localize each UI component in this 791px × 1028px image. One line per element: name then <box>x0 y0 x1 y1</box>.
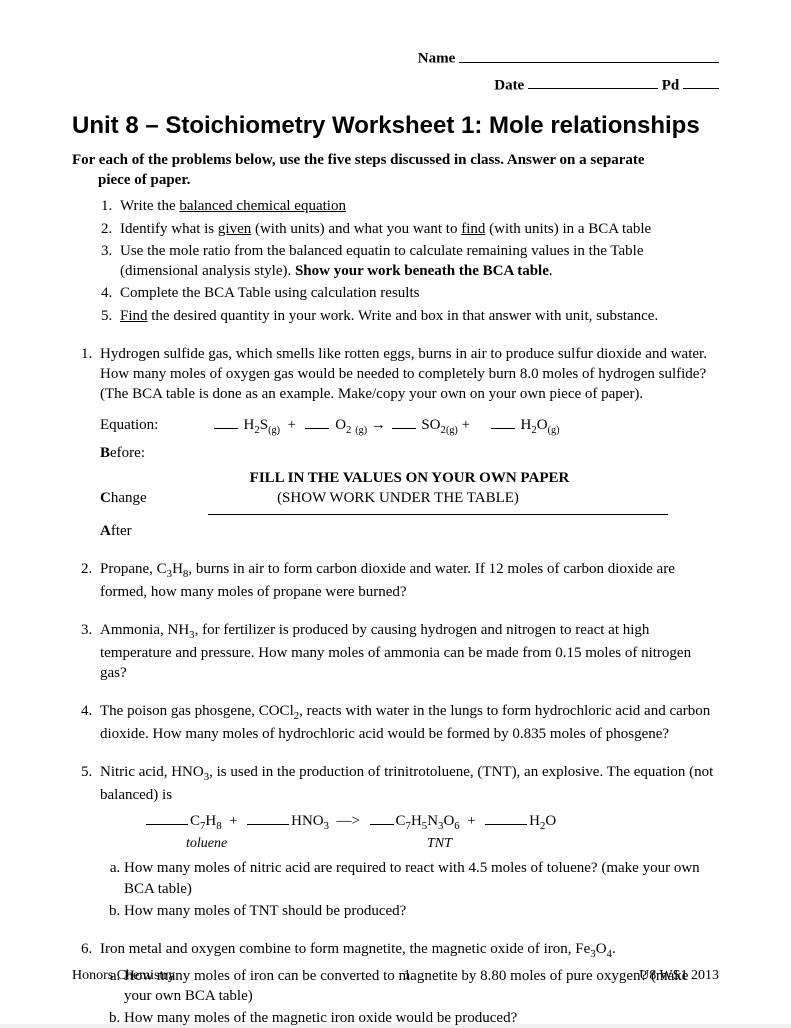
pd-blank[interactable] <box>683 75 719 90</box>
intro-line-1: For each of the problems below, use the … <box>72 152 645 168</box>
step-4: Complete the BCA Table using calculation… <box>116 283 719 303</box>
p5b: How many moles of TNT should be produced… <box>124 901 719 921</box>
step-2: Identify what is given (with units) and … <box>116 219 719 239</box>
after-row: After <box>100 521 719 541</box>
tnt-label: TNT <box>427 836 452 851</box>
work-note: (SHOW WORK UNDER THE TABLE) <box>208 488 588 508</box>
before-row: Before: <box>100 443 719 463</box>
change-row: Change(SHOW WORK UNDER THE TABLE) <box>100 488 719 512</box>
problem-2: Propane, C3H8, burns in air to form carb… <box>96 559 719 602</box>
p6b: How many moles of the magnetic iron oxid… <box>124 1008 719 1028</box>
problem-4: The poison gas phosgene, COCl2, reacts w… <box>96 701 719 744</box>
worksheet-page: Name Date Pd Unit 8 – Stoichiometry Work… <box>0 0 791 1024</box>
coef-blank[interactable] <box>491 415 515 429</box>
step-3: Use the mole ratio from the balanced equ… <box>116 241 719 282</box>
equation-row: Equation: H2S(g) + O2 (g) → SO2(g) + H2O… <box>100 415 719 438</box>
page-footer: Honors Chemistry 1 U8 WS1 2013 <box>72 967 719 986</box>
p5-subparts: How many moles of nitric acid are requir… <box>124 858 719 921</box>
worksheet-title: Unit 8 – Stoichiometry Worksheet 1: Mole… <box>72 110 719 142</box>
coef-blank[interactable] <box>485 811 527 825</box>
name-blank[interactable] <box>459 48 719 63</box>
coef-blank[interactable] <box>214 415 238 429</box>
coef-blank[interactable] <box>305 415 329 429</box>
p5a: How many moles of nitric acid are requir… <box>124 858 719 899</box>
problem-1-text: Hydrogen sulfide gas, which smells like … <box>100 346 707 403</box>
problem-3: Ammonia, NH3, for fertilizer is produced… <box>96 620 719 683</box>
coef-blank[interactable] <box>370 811 394 825</box>
problem-5: Nitric acid, HNO3, is used in the produc… <box>96 762 719 921</box>
problem-1: Hydrogen sulfide gas, which smells like … <box>96 344 719 542</box>
pd-label: Pd <box>662 77 680 93</box>
problems-list: Hydrogen sulfide gas, which smells like … <box>72 344 719 1028</box>
toluene-label: toluene <box>186 836 227 851</box>
step-5: Find the desired quantity in your work. … <box>116 306 719 326</box>
date-label: Date <box>494 77 524 93</box>
footer-page-number: 1 <box>404 967 411 986</box>
step-1: Write the balanced chemical equation <box>116 196 719 216</box>
header-block: Name Date Pd <box>72 48 719 96</box>
date-blank[interactable] <box>528 75 658 90</box>
coef-blank[interactable] <box>146 811 188 825</box>
footer-left: Honors Chemistry <box>72 967 175 986</box>
p5-equation: C7H8 + HNO3 —> C7H5N3O6 + H2O toluene TN… <box>144 811 719 854</box>
intro-text: For each of the problems below, use the … <box>72 150 719 191</box>
rule <box>208 514 668 515</box>
coef-blank[interactable] <box>247 811 289 825</box>
equation-label: Equation: <box>100 415 208 435</box>
intro-line-2: piece of paper. <box>72 172 190 188</box>
name-label: Name <box>418 51 456 67</box>
fill-note: FILL IN THE VALUES ON YOUR OWN PAPER <box>100 468 719 488</box>
footer-right: U8 WS1 2013 <box>639 967 719 986</box>
coef-blank[interactable] <box>392 415 416 429</box>
steps-list: Write the balanced chemical equation Ide… <box>116 196 719 326</box>
